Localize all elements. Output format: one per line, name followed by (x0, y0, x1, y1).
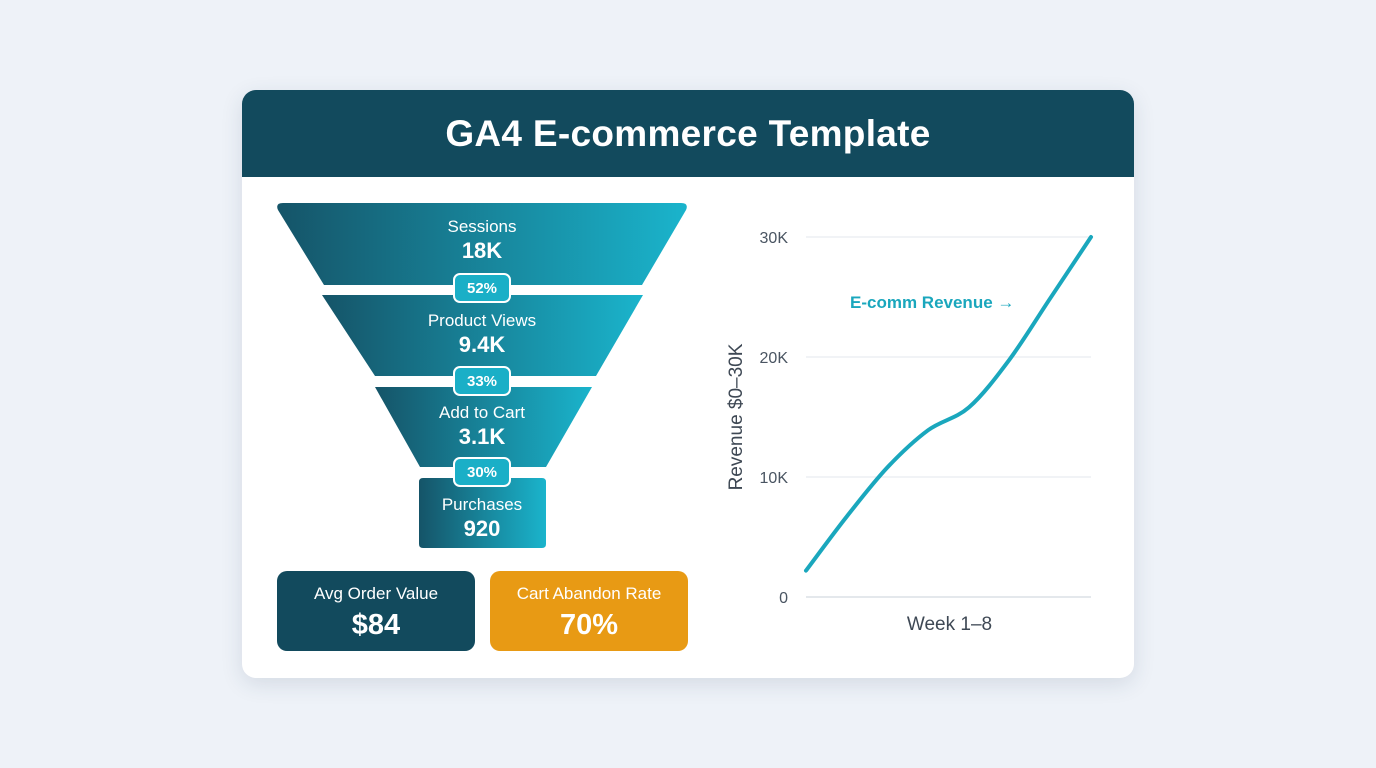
y-axis-label: Revenue $0–30K (726, 343, 747, 490)
stage-name: Add to Cart (439, 403, 525, 422)
x-axis-label: Week 1–8 (907, 614, 992, 635)
funnel-graphic (277, 203, 687, 548)
funnel-stage-product-views (322, 295, 643, 376)
stage-value: 18K (461, 238, 503, 263)
revenue-line-chart: 0 10K 20K 30K Revenue $0–30K Week 1–8 E-comm R… (726, 230, 1093, 635)
stage-name: Purchases (441, 495, 523, 514)
funnel-label-product-views: Product Views 9.4K (352, 310, 612, 358)
conversion-rate-badge: 52% (453, 273, 511, 303)
y-tick-label: 30K (760, 230, 789, 247)
stage-name: Sessions (447, 217, 517, 236)
conversion-rate-badge: 33% (453, 366, 511, 396)
kpi-value: $84 (351, 609, 401, 641)
stage-name: Product Views (427, 311, 537, 330)
funnel-label-purchases: Purchases 920 (352, 494, 612, 542)
y-tick-label: 0 (779, 590, 788, 607)
series-annotation: E-comm Revenue → (850, 293, 1014, 312)
y-tick-label: 20K (760, 350, 789, 367)
kpi-avg-order-value: Avg Order Value $84 (277, 571, 475, 651)
dashboard-card: GA4 E-commerce Template Sessions 18K Pro… (242, 90, 1134, 678)
kpi-cart-abandon-rate: Cart Abandon Rate 70% (490, 571, 688, 651)
stage-value: 920 (463, 516, 501, 541)
funnel-label-sessions: Sessions 18K (352, 216, 612, 264)
y-tick-label: 10K (760, 470, 789, 487)
kpi-value: 70% (559, 609, 619, 641)
stage-value: 9.4K (458, 332, 506, 357)
kpi-label: Avg Order Value (313, 584, 439, 603)
card-header: GA4 E-commerce Template (242, 90, 1134, 177)
stage-value: 3.1K (458, 424, 506, 449)
funnel-label-add-to-cart: Add to Cart 3.1K (352, 402, 612, 450)
funnel-stage-purchases (419, 478, 546, 548)
funnel-stage-add-to-cart (375, 387, 592, 467)
funnel-stage-sessions (277, 203, 687, 285)
revenue-line (804, 235, 1093, 573)
page-title: GA4 E-commerce Template (445, 112, 931, 154)
kpi-label: Cart Abandon Rate (516, 584, 662, 603)
conversion-rate-badge: 30% (453, 457, 511, 487)
